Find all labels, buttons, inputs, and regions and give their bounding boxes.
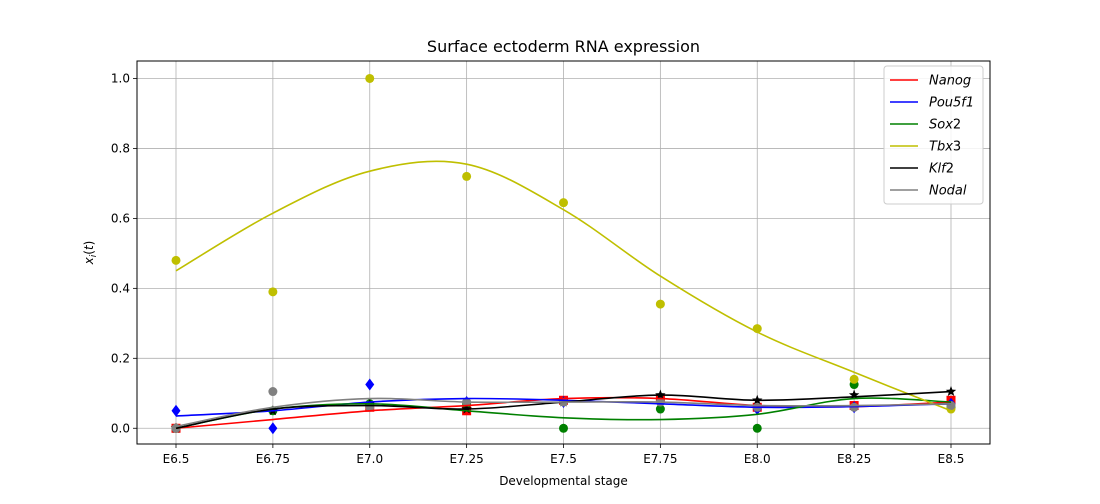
data-point <box>848 389 860 400</box>
legend-label: Pou5f1 <box>929 96 974 111</box>
x-tick-label: E7.0 <box>356 452 383 466</box>
series-layer <box>170 73 957 435</box>
data-point <box>171 404 181 417</box>
data-point <box>171 255 181 265</box>
legend-label: Klf2 <box>929 162 954 177</box>
data-point <box>559 423 568 433</box>
y-tick-label: 0.4 <box>111 281 130 295</box>
axis-ticks: E6.5 E6.75 E7.0 E7.25 E7.5 E7.75 E8.0 E8.25 E8.5… <box>111 71 964 466</box>
data-point <box>752 423 762 433</box>
data-point <box>268 422 278 435</box>
series-nodal-line <box>175 397 952 428</box>
chart-title: Surface ectoderm RNA expression <box>427 37 700 56</box>
x-tick-label: E8.0 <box>744 452 771 466</box>
legend-label: Tbx3 <box>929 140 961 155</box>
legend-label: Nodal <box>929 184 967 199</box>
x-tick-label: E7.25 <box>449 452 483 466</box>
legend-label: Nanog <box>929 74 971 89</box>
x-tick-label: E6.5 <box>163 452 190 466</box>
y-tick-label: 1.0 <box>111 71 130 85</box>
data-point <box>655 299 665 309</box>
x-axis-label: Developmental stage <box>499 474 628 488</box>
legend-box <box>883 65 984 205</box>
y-tick-label: 0.6 <box>111 211 130 225</box>
data-point <box>268 387 278 397</box>
grid <box>137 61 990 444</box>
data-point <box>655 404 665 414</box>
y-tick-label: 0.8 <box>111 141 130 155</box>
data-point <box>559 198 568 208</box>
y-tick-label: 0.2 <box>111 351 130 365</box>
legend-label: Sox2 <box>929 118 961 133</box>
data-point <box>945 386 957 396</box>
x-tick-label: E7.5 <box>550 452 577 466</box>
data-point <box>365 73 375 83</box>
legend: Nanog Pou5f1 Sox2 Tbx3 Klf2 Nodal <box>883 65 984 205</box>
data-point <box>849 374 859 384</box>
series-tbx3-line <box>175 160 952 412</box>
data-point <box>462 171 472 181</box>
data-point <box>268 287 278 297</box>
x-tick-label: E8.25 <box>837 452 871 466</box>
data-point <box>365 378 375 391</box>
y-axis-label: xi(t) <box>82 241 99 266</box>
series-pou5f1-line <box>175 397 952 417</box>
y-tick-label: 0.0 <box>111 421 130 435</box>
x-tick-label: E8.5 <box>938 452 965 466</box>
x-tick-label: E6.75 <box>256 452 290 466</box>
x-tick-label: E7.75 <box>643 452 677 466</box>
